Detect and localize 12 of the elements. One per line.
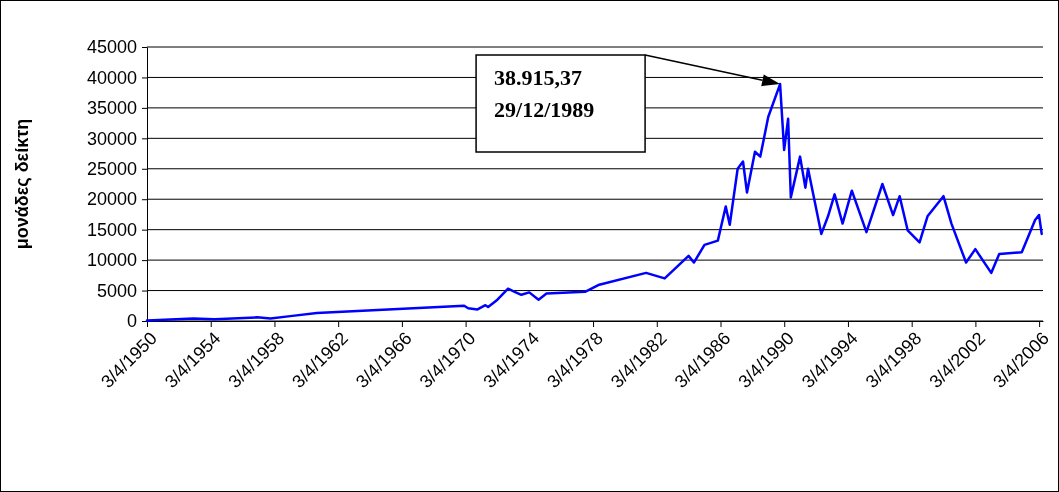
y-tick-label: 15000	[86, 219, 137, 240]
y-tick-label: 5000	[96, 280, 137, 301]
y-axis-title: μονάδες δείκτη	[12, 118, 32, 250]
y-tick-label: 0	[126, 311, 137, 332]
y-tick-label: 10000	[86, 250, 137, 271]
y-tick-label: 45000	[86, 37, 137, 58]
annotation: 38.915,37 29/12/1989	[494, 65, 595, 122]
y-tick-label: 20000	[86, 189, 137, 210]
y-tick-label: 30000	[86, 128, 137, 149]
y-tick-label: 40000	[86, 67, 137, 88]
y-tick-label: 25000	[86, 159, 137, 180]
y-tick-label: 35000	[86, 98, 137, 119]
